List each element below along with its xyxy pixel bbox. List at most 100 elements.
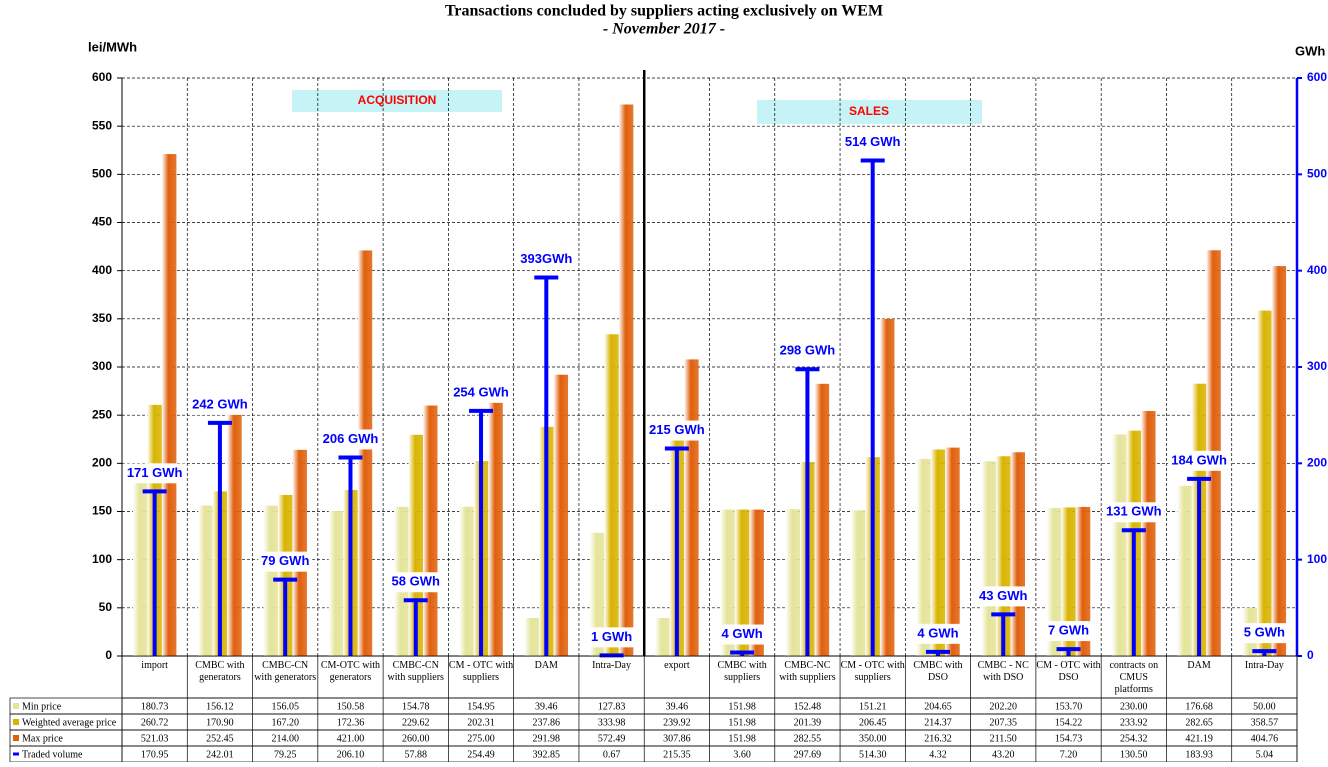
volume-label: 1 GWh	[591, 629, 632, 644]
volume-label-box	[776, 341, 839, 362]
table-value: 514.30	[859, 749, 887, 760]
y2-tick-label: 500	[1307, 167, 1327, 181]
category-cell: CM-OTC with generators	[321, 660, 380, 683]
x-tick-label: CM - OTC with DSO	[1036, 660, 1101, 683]
volume-label: 58 GWh	[392, 574, 440, 589]
table-value: 260.72	[141, 717, 169, 728]
table-value: 297.69	[794, 749, 822, 760]
section-box	[292, 90, 502, 112]
x-tick-label: DAM	[1187, 660, 1211, 671]
table-value: 176.68	[1185, 701, 1213, 712]
volume-label-box	[258, 551, 313, 572]
volume-label: 298 GWh	[780, 343, 836, 358]
volume-label-box	[1168, 450, 1231, 471]
table-value: 275.00	[467, 733, 495, 744]
bar	[1010, 452, 1025, 656]
chart-title: Transactions concluded by suppliers acti…	[445, 3, 883, 20]
category-cell: import	[141, 660, 168, 671]
table-value: 172.36	[337, 717, 365, 728]
bar	[553, 374, 569, 656]
table-value: 7.20	[1060, 749, 1078, 760]
bar	[1075, 506, 1091, 656]
volume-label-box	[519, 249, 574, 270]
table-row	[9, 697, 1298, 715]
y-tick-label: 50	[99, 600, 113, 614]
bar	[618, 104, 634, 657]
table-value: 4.32	[929, 749, 947, 760]
bar	[328, 510, 344, 656]
x-tick-label: CM - OTC with suppliers	[840, 660, 905, 683]
category-cell: CMBC-CN with suppliers	[388, 660, 444, 683]
bar	[589, 532, 605, 656]
y-tick-label: 600	[92, 70, 112, 84]
y2-tick-label: 0	[1307, 648, 1314, 662]
table-value: 207.35	[990, 717, 1018, 728]
table-value: 43.20	[992, 749, 1015, 760]
table-value: 350.00	[859, 733, 887, 744]
y2-tick-label: 600	[1307, 70, 1327, 84]
table-value: 170.90	[206, 717, 234, 728]
x-tick-label: CMBC-CN with generators	[254, 660, 317, 683]
table-value: 204.65	[924, 701, 952, 712]
legend-label: Min price	[22, 701, 62, 712]
category-cell: CMBC with suppliers	[718, 660, 767, 683]
table-value: 215.35	[663, 749, 691, 760]
volume-label-box	[976, 586, 1031, 607]
bar	[814, 383, 830, 656]
table-value: 170.95	[141, 749, 169, 760]
y-tick-label: 450	[92, 215, 112, 229]
category-cell: contracts on CMUS platforms	[1109, 660, 1159, 695]
table-value: 211.50	[990, 733, 1017, 744]
volume-label: 5 GWh	[1244, 625, 1285, 640]
category-cell: CM - OTC with suppliers	[840, 660, 905, 683]
table-value: 180.73	[141, 701, 169, 712]
table-value: 521.03	[141, 733, 169, 744]
volume-label: 171 GWh	[127, 465, 183, 480]
bar	[850, 510, 866, 656]
x-tick-label: DAM	[534, 660, 558, 671]
bar	[749, 509, 764, 656]
table-value: 3.60	[733, 749, 751, 760]
table-value: 392.85	[533, 749, 561, 760]
legend-label: Traded volume	[22, 749, 83, 760]
bar	[524, 617, 540, 656]
table-value: 421.00	[337, 733, 365, 744]
table-value: 79.25	[274, 749, 297, 760]
bar	[720, 509, 735, 656]
volume-label-box	[914, 623, 961, 644]
volume-label: 184 GWh	[1171, 452, 1227, 467]
bar	[1271, 266, 1287, 656]
y-tick-label: 350	[92, 311, 112, 325]
y2-tick-label: 200	[1307, 456, 1327, 470]
y2-axis-title: GWh	[1295, 43, 1325, 58]
volume-label: 43 GWh	[979, 588, 1027, 603]
x-tick-label: contracts on CMUS platforms	[1109, 660, 1159, 695]
legend-marker	[13, 719, 19, 725]
chart-subtitle: - November 2017 -	[603, 21, 725, 38]
section-box	[757, 100, 982, 124]
x-tick-label: CMBC with DSO	[913, 660, 963, 683]
category-cell: export	[664, 660, 690, 671]
bar	[488, 391, 503, 656]
y-tick-label: 250	[92, 407, 112, 421]
volume-label: 215 GWh	[649, 422, 705, 437]
bar	[604, 334, 619, 656]
x-tick-label: Intra-Day	[592, 660, 631, 671]
table-value: 154.22	[1055, 717, 1083, 728]
bar	[1112, 434, 1127, 656]
bar	[734, 509, 750, 656]
table-value: 358.57	[1251, 717, 1279, 728]
y2-tick-label: 100	[1307, 552, 1327, 566]
bar	[879, 318, 895, 656]
table-value: 154.73	[1055, 733, 1083, 744]
section-label: SALES	[849, 104, 889, 118]
y-tick-label: 200	[92, 456, 112, 470]
table-value: 156.05	[271, 701, 299, 712]
table-value: 260.00	[402, 733, 430, 744]
bar	[684, 359, 699, 656]
table-value: 214.00	[271, 733, 299, 744]
table-value: 167.20	[271, 717, 299, 728]
category-cell: Intra-Day	[592, 660, 631, 671]
table-value: 202.31	[467, 717, 495, 728]
